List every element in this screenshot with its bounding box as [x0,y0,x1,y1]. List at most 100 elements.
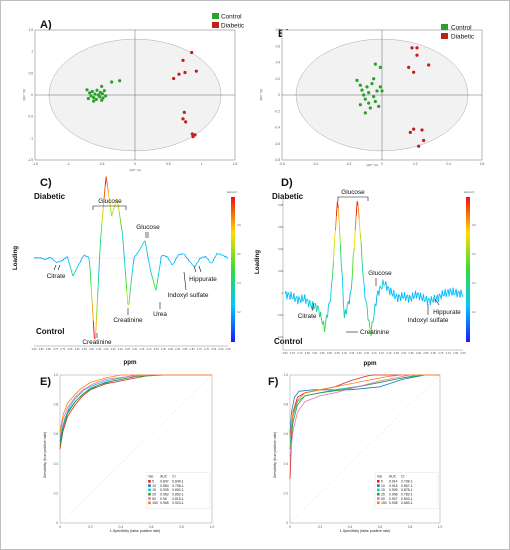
loading-segment [397,294,400,302]
loading-segment [142,241,145,245]
loading-segment [164,254,166,257]
loading-segment [117,204,120,212]
ppm-tick-label: 3.55 [320,351,326,355]
data-point-diabetic [420,128,424,132]
data-point-control [110,80,114,84]
peak-annotation: Creatinine [113,317,143,324]
loading-segment [409,295,412,299]
annotation-arrow [145,232,149,238]
y-tick-label: -0.2 [275,109,281,113]
legend-var: 150 [381,501,387,505]
loading-segment [34,257,37,259]
legend-swatch-control [212,13,219,19]
ppm-tick-label: 3.50 [327,351,333,355]
loading-segment [448,288,451,297]
ppm-tick-label: 3.20 [132,347,138,351]
data-point-control [90,89,94,94]
loading-segment [156,277,159,286]
loading-segment [386,285,389,292]
loading-segment [353,230,356,249]
panel-d-colorbar-label: abs(corr) [464,190,475,194]
roc-curve-5 [59,374,212,450]
loading-segment [125,275,128,290]
loading-segment [78,261,81,264]
panel-f-xlabel: 1-Specificity (false positive rate) [340,529,391,533]
data-point-control [100,84,104,88]
loading-segment [206,257,208,260]
panel-d-ylabel: Loading [254,250,261,274]
legend-var: 50 [152,497,156,501]
loading-segment [77,263,80,266]
data-point-diabetic [183,70,187,75]
colorbar-tick-label: 0.2 [237,310,241,314]
y-tick-label: -1.5 [28,158,34,162]
annotation-arrow [311,302,315,312]
loading-segment [438,293,441,296]
legend-header: AUC [389,475,397,479]
loading-segment [335,201,338,216]
loading-segment [75,267,78,271]
loading-segment [351,255,354,278]
x-tick-label: -0.2 [346,162,352,166]
loading-segment [433,294,436,303]
roc-curve-150 [59,374,212,432]
panel-d-colorbar [466,197,470,342]
loading-segment [413,296,415,299]
y-tick-label: 0.5 [29,71,34,75]
loading-segment [114,201,117,206]
loading-segment [99,236,102,255]
loading-segment [348,292,351,305]
ppm-tick-label: 3.60 [312,351,318,355]
loading-segment [98,254,101,277]
ppm-tick-label: 3.25 [125,347,131,351]
legend-label-control: Control [221,14,242,21]
loading-segment [126,289,129,305]
loading-segment [158,264,161,272]
data-point-control [100,92,104,96]
peak-annotation: Urea [153,311,167,318]
data-point-control [372,95,376,99]
loading-segment [398,294,401,297]
legend-swatch [148,488,151,492]
legend-ci: 0.683-1 [401,501,413,505]
legend-header: CI [401,475,404,479]
loading-segment [157,270,160,279]
x-tick-label: -0.5 [99,162,105,166]
ppm-tick-label: 3.05 [394,351,400,355]
loading-segment [194,265,196,268]
loading-segment [35,257,38,259]
data-point-control [358,103,362,107]
legend-ci: 0.803-1 [401,497,413,501]
chance-diagonal [289,374,441,524]
colorbar-tick-label: 0.8 [237,223,241,227]
loading-segment [146,252,149,259]
x-tick-label: 0.8 [408,525,413,529]
loading-segment [352,248,355,256]
ppm-tick-label: 3.65 [305,351,311,355]
loading-segment [337,208,340,227]
loading-segment [297,296,300,305]
loading-segment [186,257,189,260]
loading-segment [216,252,219,255]
loading-segment [373,303,376,316]
x-tick-label: -1 [67,162,70,166]
panel-d-xlabel: ppm [363,360,377,367]
legend-auc: 0.908 [389,493,398,497]
data-point-control [118,79,122,83]
data-point-control [92,96,96,100]
data-point-control [363,111,367,115]
x-tick-label: -0.6 [279,162,285,166]
loading-segment [198,257,201,261]
loading-segment [46,257,49,260]
loading-segment [133,255,136,258]
panel-f-ylabel: Sensitivity (true positive rate) [273,432,277,478]
legend-header: Var. [148,475,154,479]
y-tick-label: 0.2 [284,491,289,495]
loading-segment [173,260,176,264]
legend-ci: 0.708-1 [401,480,413,484]
loading-segment [185,256,188,259]
legend-label-diabetic: Diabetic [221,23,245,30]
legend-var: 5 [152,480,154,484]
data-point-control [85,88,89,92]
loading-segment [207,258,209,261]
